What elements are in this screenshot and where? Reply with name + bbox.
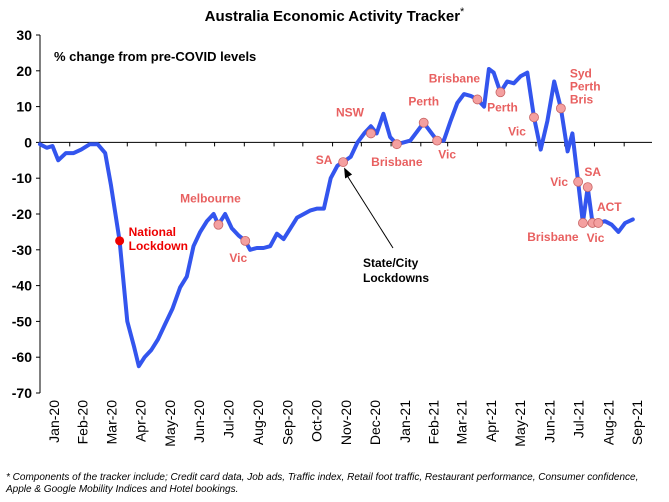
x-tick-label: Mar-20 — [103, 400, 119, 445]
event-label: Vic — [550, 175, 568, 189]
event-marker — [240, 235, 251, 246]
event-label: ACT — [597, 200, 622, 214]
event-marker — [418, 117, 429, 128]
y-tick-label: -30 — [12, 242, 32, 258]
event-marker — [582, 182, 593, 193]
y-tick-label: -10 — [12, 170, 32, 186]
annotation-arrow-head — [344, 167, 353, 179]
chart-subtitle: % change from pre-COVID levels — [54, 49, 256, 64]
event-label: Vic — [229, 251, 247, 265]
x-tick-label: Aug-21 — [600, 400, 616, 445]
x-tick-label: Nov-20 — [338, 400, 354, 445]
x-tick-label: Jun-20 — [191, 400, 207, 443]
event-marker — [573, 176, 584, 187]
event-label: SA — [316, 153, 333, 167]
x-tick-label: Jan-21 — [397, 400, 413, 443]
event-marker — [366, 128, 376, 139]
event-label: Brisbane — [371, 155, 423, 169]
x-tick-label: Jun-21 — [541, 400, 557, 443]
event-marker — [472, 94, 483, 105]
y-tick-label: 0 — [24, 134, 32, 150]
chart-title-footnote-mark: * — [460, 6, 465, 18]
event-marker — [338, 157, 349, 167]
annotation-label: State/City — [363, 256, 419, 270]
event-marker — [391, 139, 402, 150]
x-tick-label: Dec-20 — [367, 400, 383, 445]
event-label: Brisbane — [429, 71, 481, 85]
event-marker — [578, 218, 588, 228]
national-lockdown-label: National — [129, 225, 176, 239]
y-tick-label: -60 — [12, 349, 32, 365]
annotation-label: Lockdowns — [363, 271, 429, 285]
y-tick-label: -40 — [12, 278, 32, 294]
x-tick-label: Sep-21 — [629, 400, 645, 445]
x-tick-label: Jul-20 — [220, 400, 236, 438]
event-marker — [555, 103, 566, 114]
x-tick-label: Feb-20 — [75, 400, 91, 445]
event-marker — [593, 218, 604, 228]
event-marker — [213, 219, 224, 230]
y-tick-label: -20 — [12, 206, 32, 222]
event-label: Perth — [570, 79, 601, 93]
y-tick-label: -50 — [12, 313, 32, 329]
x-tick-label: Jul-21 — [571, 400, 587, 438]
event-label: Syd — [570, 66, 592, 80]
national-lockdown-label: Lockdown — [129, 239, 188, 253]
y-tick-label: -70 — [12, 385, 32, 401]
annotation-arrow-line — [346, 175, 394, 249]
event-label: NSW — [336, 105, 365, 119]
event-label: Melbourne — [180, 192, 241, 206]
y-tick-label: 30 — [16, 27, 32, 43]
x-tick-label: Jan-20 — [46, 400, 62, 443]
x-tick-label: Aug-20 — [250, 400, 266, 445]
x-tick-label: May-20 — [162, 400, 178, 447]
x-tick-label: Oct-20 — [309, 400, 325, 442]
chart-footnote: * Components of the tracker include; Cre… — [6, 472, 639, 495]
y-tick-label: 10 — [16, 99, 32, 115]
event-label: Perth — [487, 100, 518, 114]
event-label: Brisbane — [527, 230, 579, 244]
event-label: Vic — [438, 148, 456, 162]
x-tick-label: Apr-21 — [483, 400, 499, 442]
x-tick-label: Feb-21 — [425, 400, 441, 445]
national-lockdown-marker — [115, 236, 125, 246]
x-tick-label: Apr-20 — [133, 400, 149, 442]
x-tick-label: Mar-21 — [454, 400, 470, 445]
event-label: SA — [584, 165, 601, 179]
event-label: Vic — [587, 231, 605, 245]
chart-title-text: Australia Economic Activity Tracker — [204, 8, 461, 25]
chart-title: Australia Economic Activity Tracker* — [0, 6, 669, 25]
event-label: Perth — [408, 95, 439, 109]
x-tick-label: May-21 — [512, 400, 528, 447]
event-label: Vic — [508, 124, 526, 138]
event-marker — [495, 87, 506, 98]
event-marker — [432, 135, 443, 146]
event-label: Bris — [570, 92, 594, 106]
event-marker — [529, 112, 539, 123]
x-tick-label: Sep-20 — [279, 400, 295, 445]
chart-plot: 30 20 10 0 -10 -20 -30 -40 -50 -60 -70 Jan-20 Feb-20… — [12, 27, 652, 447]
y-tick-label: 20 — [16, 63, 32, 79]
